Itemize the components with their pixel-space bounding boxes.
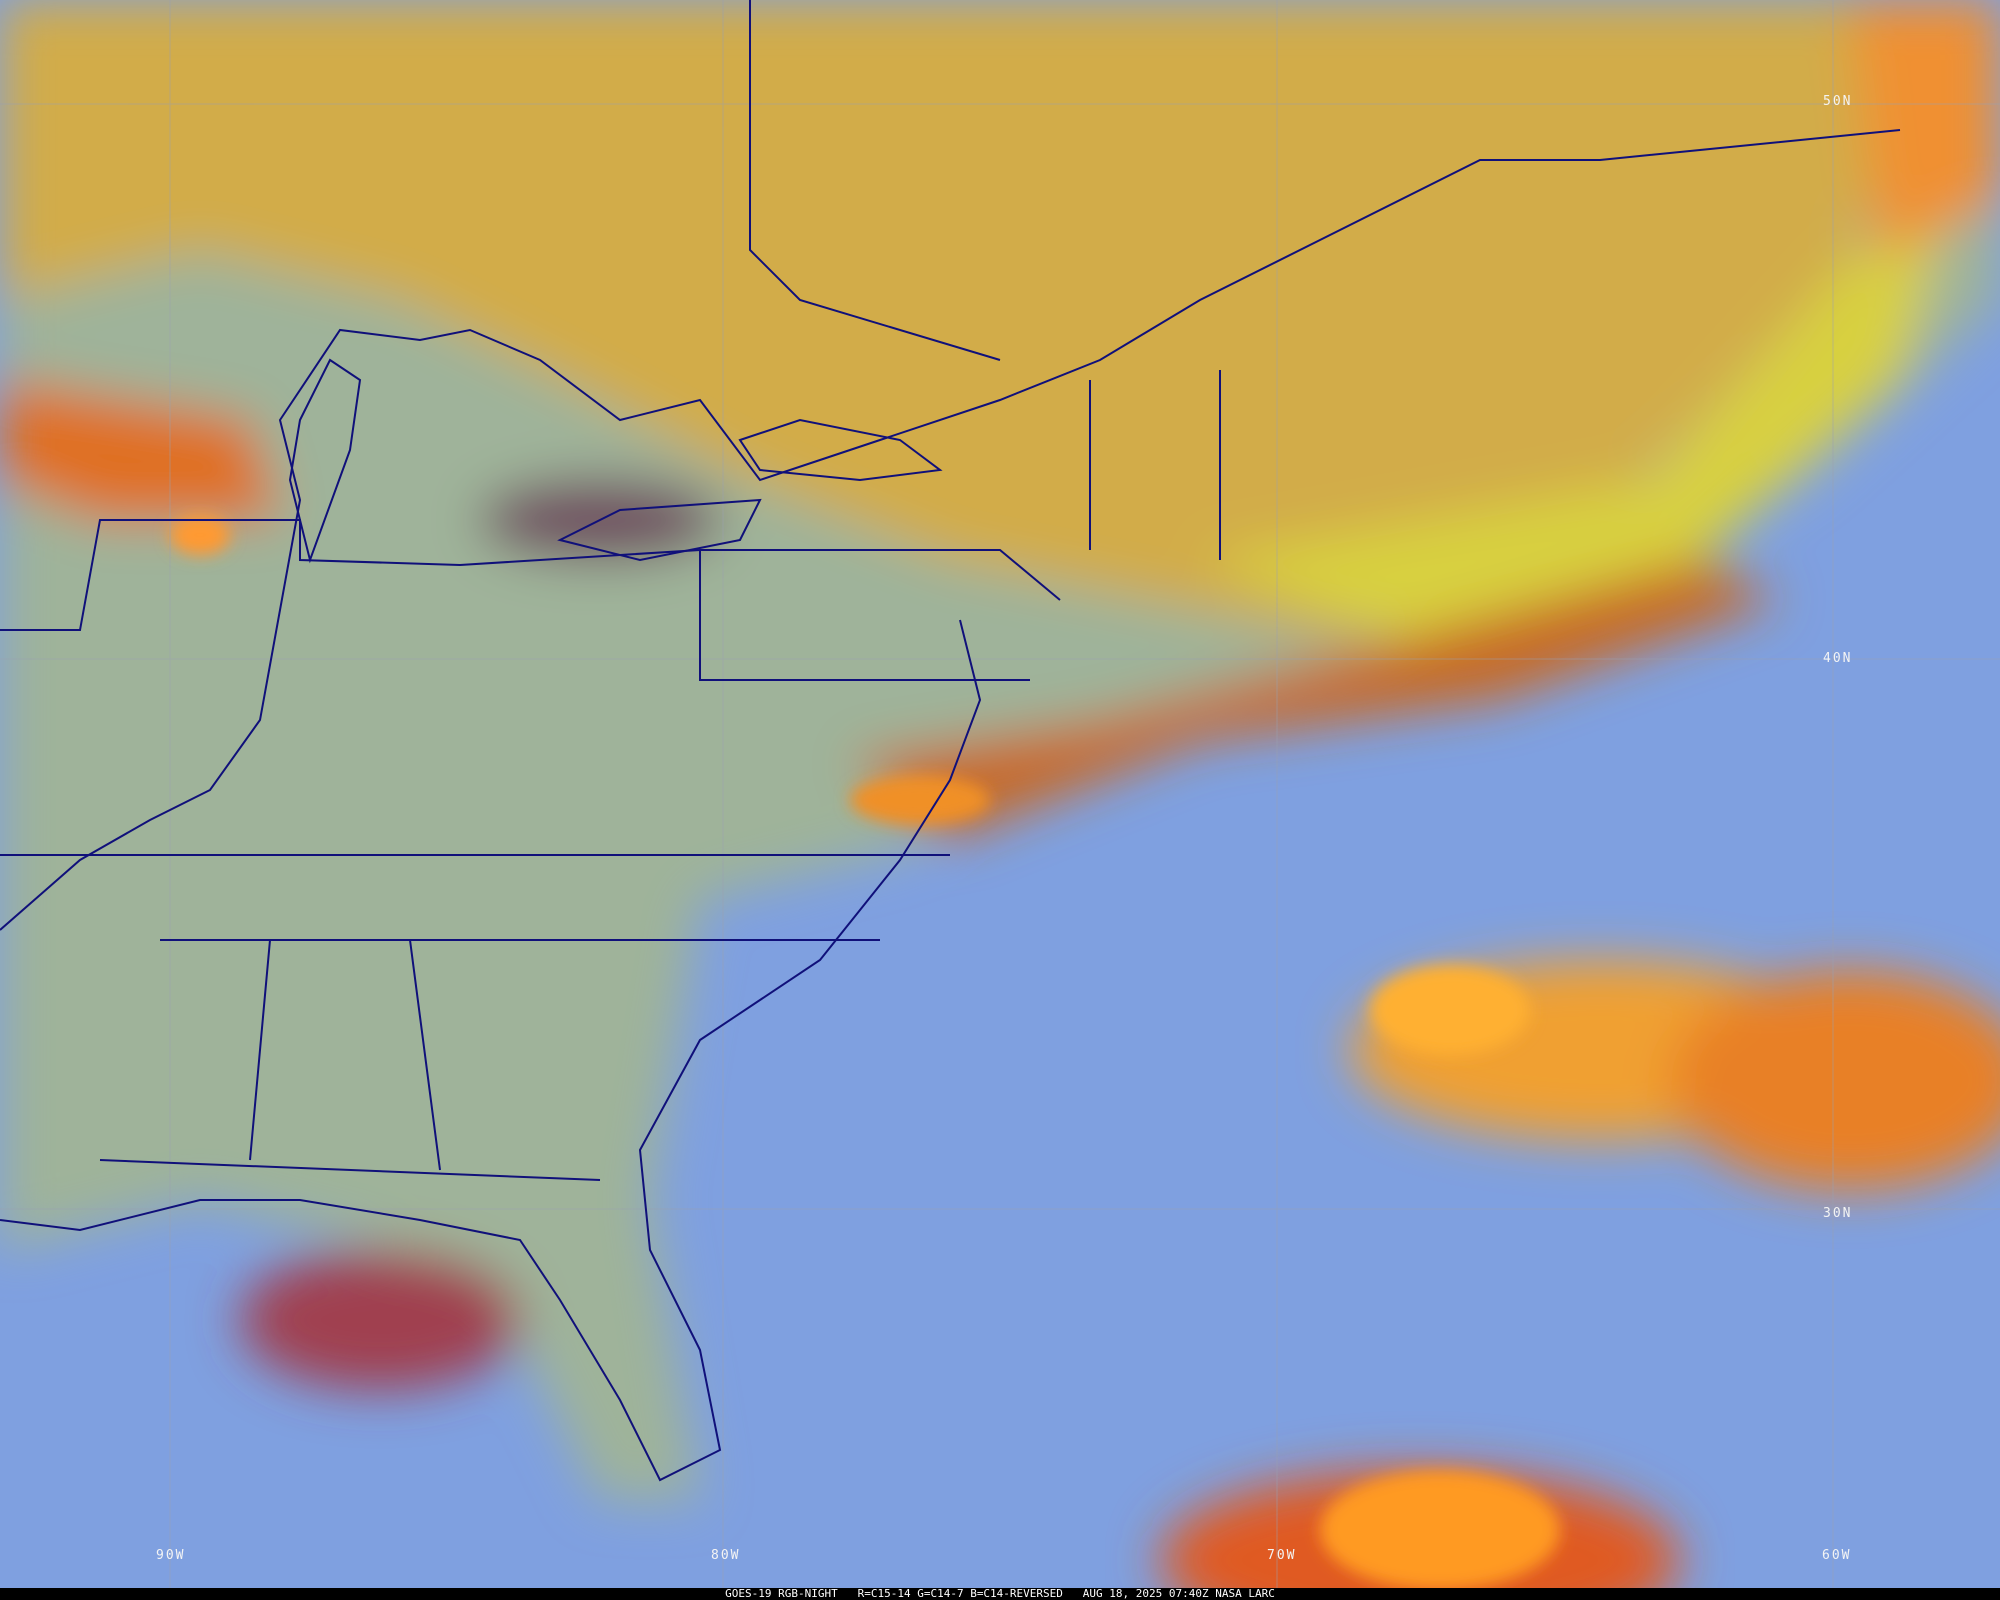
coastline-southeast [0,619,982,1482]
lat-label-40n: 40N [1823,651,1853,666]
frontal-band [850,560,1780,840]
coastline-north [0,129,1901,931]
high-cloud-north [0,0,1950,640]
lon-label-70w: 70W [1267,1548,1297,1563]
lon-label-60w: 60W [1822,1548,1852,1563]
lon-label-80w: 80W [711,1548,741,1563]
lake-ontario [738,418,943,482]
lake-erie [557,498,762,562]
lon-label-90w: 90W [156,1548,186,1563]
political-boundaries [0,0,1901,1482]
lat-label-50n: 50N [1823,94,1853,109]
lat-label-30n: 30N [1823,1206,1853,1221]
lake-michigan [288,358,362,564]
state-lines-2 [0,0,1221,1181]
state-lines [0,519,1061,631]
image-caption: GOES-19 RGB-NIGHT R=C15-14 G=C14-7 B=C14… [0,1588,2000,1600]
